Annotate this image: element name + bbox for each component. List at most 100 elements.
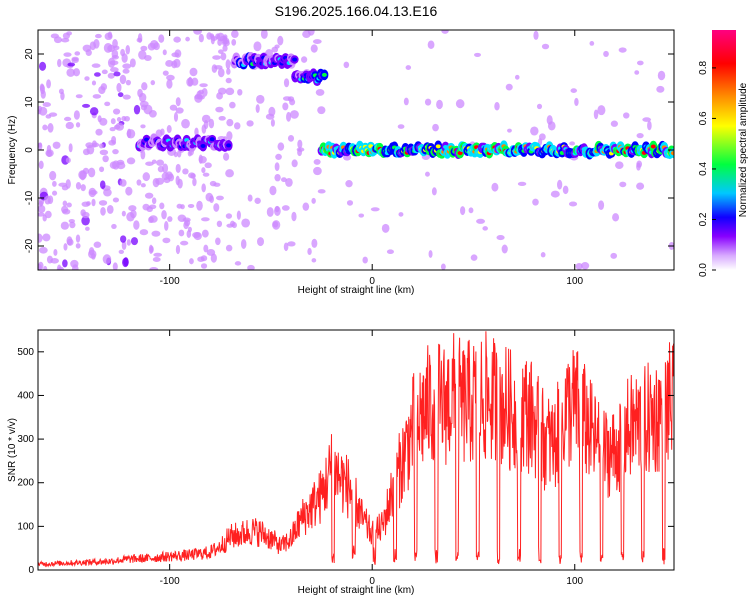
noise-cell <box>216 195 224 201</box>
noise-cell <box>173 36 181 43</box>
noise-cell <box>91 63 101 68</box>
noise-cell <box>144 192 154 199</box>
noise-cell <box>253 41 262 52</box>
noise-cell <box>136 179 142 186</box>
noise-cell <box>505 83 513 91</box>
noise-cell <box>425 171 430 177</box>
spectrogram-x-ticks: -100 0 100 <box>160 30 584 287</box>
noise-cell <box>310 44 318 53</box>
noise-cell <box>225 59 231 70</box>
noise-cell <box>203 244 209 253</box>
noise-cell <box>441 30 449 34</box>
noise-cell <box>192 177 197 187</box>
noise-cell <box>470 254 478 261</box>
noise-cell <box>46 255 53 264</box>
ridge-core <box>457 151 463 156</box>
noise-cell <box>178 229 185 237</box>
noise-cell <box>38 246 48 254</box>
noise-cell <box>103 42 113 53</box>
noise-cell <box>103 188 112 197</box>
noise-cell <box>274 173 281 182</box>
noise-cell <box>381 223 390 233</box>
noise-cell <box>138 50 147 60</box>
noise-cell <box>277 35 284 46</box>
noise-cell <box>313 158 321 165</box>
noise-cell <box>119 179 127 187</box>
noise-cell <box>45 149 54 157</box>
noise-cell <box>277 142 285 151</box>
noise-cell <box>231 39 237 46</box>
noise-cell <box>201 114 211 124</box>
colorbar-tick-label: 0.6 <box>698 111 709 125</box>
noise-cell <box>218 49 224 54</box>
noise-cell <box>141 82 148 91</box>
noise-cell <box>494 102 500 111</box>
noise-cell <box>115 122 124 131</box>
noise-cell <box>50 33 59 39</box>
noise-cell <box>198 33 204 43</box>
ridge-core <box>292 57 298 62</box>
colorbar-tick-label: 0.4 <box>698 162 709 176</box>
noise-cell <box>636 60 644 66</box>
noise-cell <box>302 30 311 39</box>
colorbar-tick-label: 0.0 <box>698 263 709 277</box>
noise-cell <box>196 200 203 211</box>
noise-cell <box>139 229 149 236</box>
noise-cell <box>136 37 143 43</box>
noise-cell <box>53 249 58 256</box>
noise-cell <box>100 206 106 216</box>
noise-cell <box>175 97 181 107</box>
noise-cell <box>86 144 95 155</box>
noise-cell <box>541 43 550 50</box>
noise-cell <box>215 33 221 40</box>
noise-cell <box>98 143 104 149</box>
noise-cell <box>52 190 58 196</box>
noise-cell <box>151 230 161 237</box>
noise-cell <box>175 107 184 114</box>
noise-cell <box>121 240 127 250</box>
noise-cell <box>255 104 260 113</box>
noise-cell <box>274 162 280 172</box>
noise-cell <box>619 181 627 188</box>
noise-cell <box>75 234 81 243</box>
noise-cell <box>63 52 72 57</box>
noise-cell <box>52 141 61 149</box>
snr-y-label: SNR (10 * v/v) <box>7 418 18 482</box>
noise-cell <box>91 80 97 86</box>
noise-cell <box>158 34 165 43</box>
noise-cell <box>110 118 116 125</box>
x-tick-label: 0 <box>369 576 375 587</box>
noise-cell <box>38 106 48 116</box>
noise-cell <box>169 104 178 111</box>
noise-cell <box>547 121 556 131</box>
noise-cell <box>88 167 96 178</box>
colorbar: 0.0 0.2 0.4 0.6 0.8 Normalized spectral ampl… <box>698 30 749 277</box>
noise-cell <box>460 206 466 216</box>
noise-cell <box>636 160 643 168</box>
noise-cell <box>149 267 159 270</box>
ridge-core <box>650 144 656 149</box>
noise-cell <box>175 163 181 173</box>
noise-cell <box>198 155 207 164</box>
noise-cell <box>75 181 82 190</box>
noise-cell <box>155 177 165 185</box>
noise-cell <box>427 40 435 50</box>
noise-cell <box>175 244 181 255</box>
noise-cell <box>257 237 265 247</box>
noise-cell <box>58 182 68 187</box>
noise-cell <box>234 122 241 130</box>
x-tick-label: 100 <box>566 276 583 287</box>
noise-cell <box>65 157 71 164</box>
noise-cell <box>216 220 223 228</box>
noise-cell <box>285 177 293 187</box>
noise-cell <box>38 212 45 217</box>
noise-cell <box>130 209 137 219</box>
noise-cell <box>38 142 43 151</box>
noise-cell <box>92 142 100 148</box>
noise-cell <box>204 162 212 169</box>
noise-cell <box>125 79 131 86</box>
noise-cell <box>229 101 236 109</box>
noise-cell <box>269 185 277 196</box>
noise-cell <box>603 50 609 58</box>
noise-cell <box>225 77 232 84</box>
